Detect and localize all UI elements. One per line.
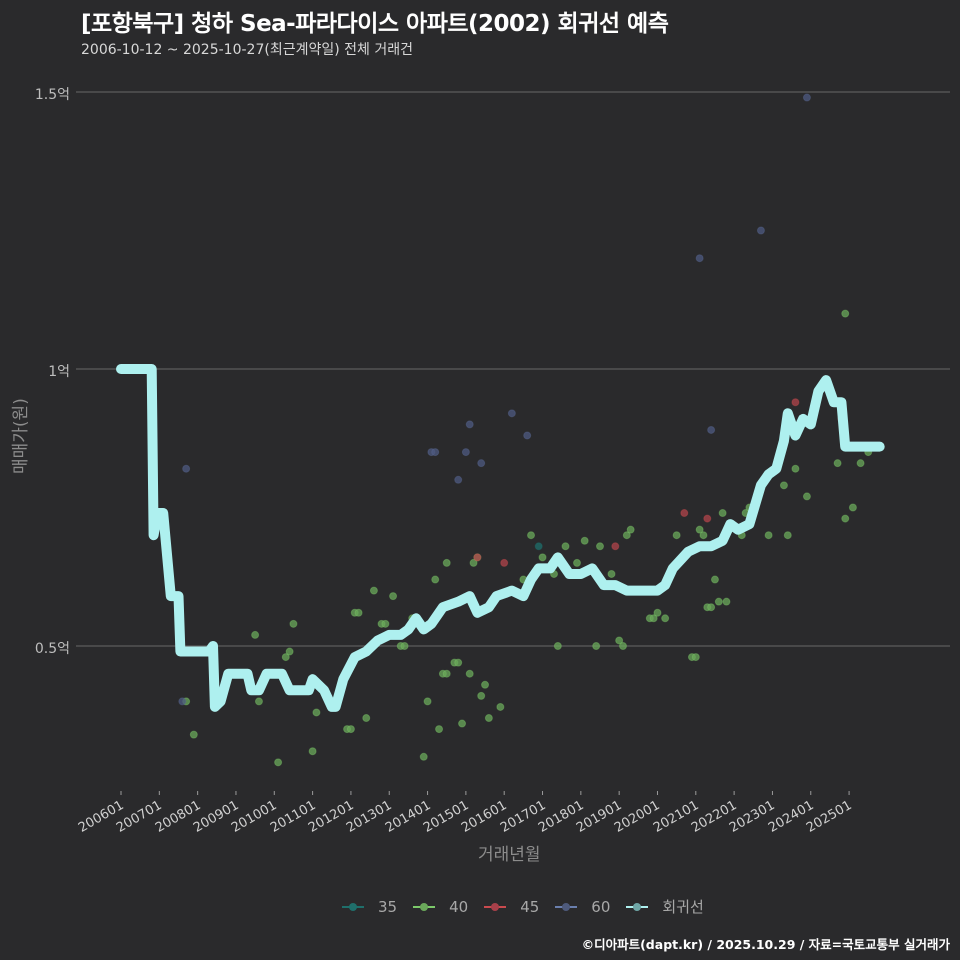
legend-item-60[interactable]: 60 bbox=[553, 898, 610, 916]
legend-label: 35 bbox=[378, 897, 398, 916]
legend-label: 45 bbox=[520, 897, 540, 916]
legend-item-40[interactable]: 40 bbox=[411, 898, 468, 916]
legend-label: 40 bbox=[449, 897, 469, 916]
source-credit: ©디아파트(dapt.kr) / 2025.10.29 / 자료=국토교통부 실… bbox=[581, 937, 950, 952]
legend-key-icon bbox=[624, 901, 650, 913]
legend-item-35[interactable]: 35 bbox=[340, 898, 397, 916]
legend-key-icon bbox=[340, 901, 366, 913]
legend-label: 회귀선 bbox=[662, 898, 704, 916]
legend-item-45[interactable]: 45 bbox=[482, 898, 539, 916]
grid-lines bbox=[76, 91, 950, 647]
legend-key-icon bbox=[482, 901, 508, 913]
legend-item-regression[interactable]: 회귀선 bbox=[624, 896, 704, 917]
regression-line bbox=[116, 364, 885, 712]
y-tick-label-1-5: 1.5억 bbox=[34, 87, 70, 103]
y-tick-label-1: 1억 bbox=[48, 364, 70, 380]
legend-key-icon bbox=[553, 901, 579, 913]
legend: 35 40 45 60 회귀선 bbox=[340, 896, 718, 917]
legend-label: 60 bbox=[591, 897, 611, 916]
y-tick-label-0-5: 0.5억 bbox=[34, 641, 70, 657]
chart-title: [포항북구] 청하 Sea-파라다이스 아파트(2002) 회귀선 예측 bbox=[81, 11, 669, 37]
legend-key-icon bbox=[411, 901, 437, 913]
y-axis-label: 매매가(원) bbox=[11, 398, 31, 474]
scatter-points bbox=[178, 93, 873, 767]
x-axis-tick-marks bbox=[120, 791, 850, 795]
x-axis-label: 거래년월 bbox=[478, 845, 541, 865]
chart-subtitle: 2006-10-12 ~ 2025-10-27(최근계약일) 전체 거래건 bbox=[81, 42, 413, 58]
